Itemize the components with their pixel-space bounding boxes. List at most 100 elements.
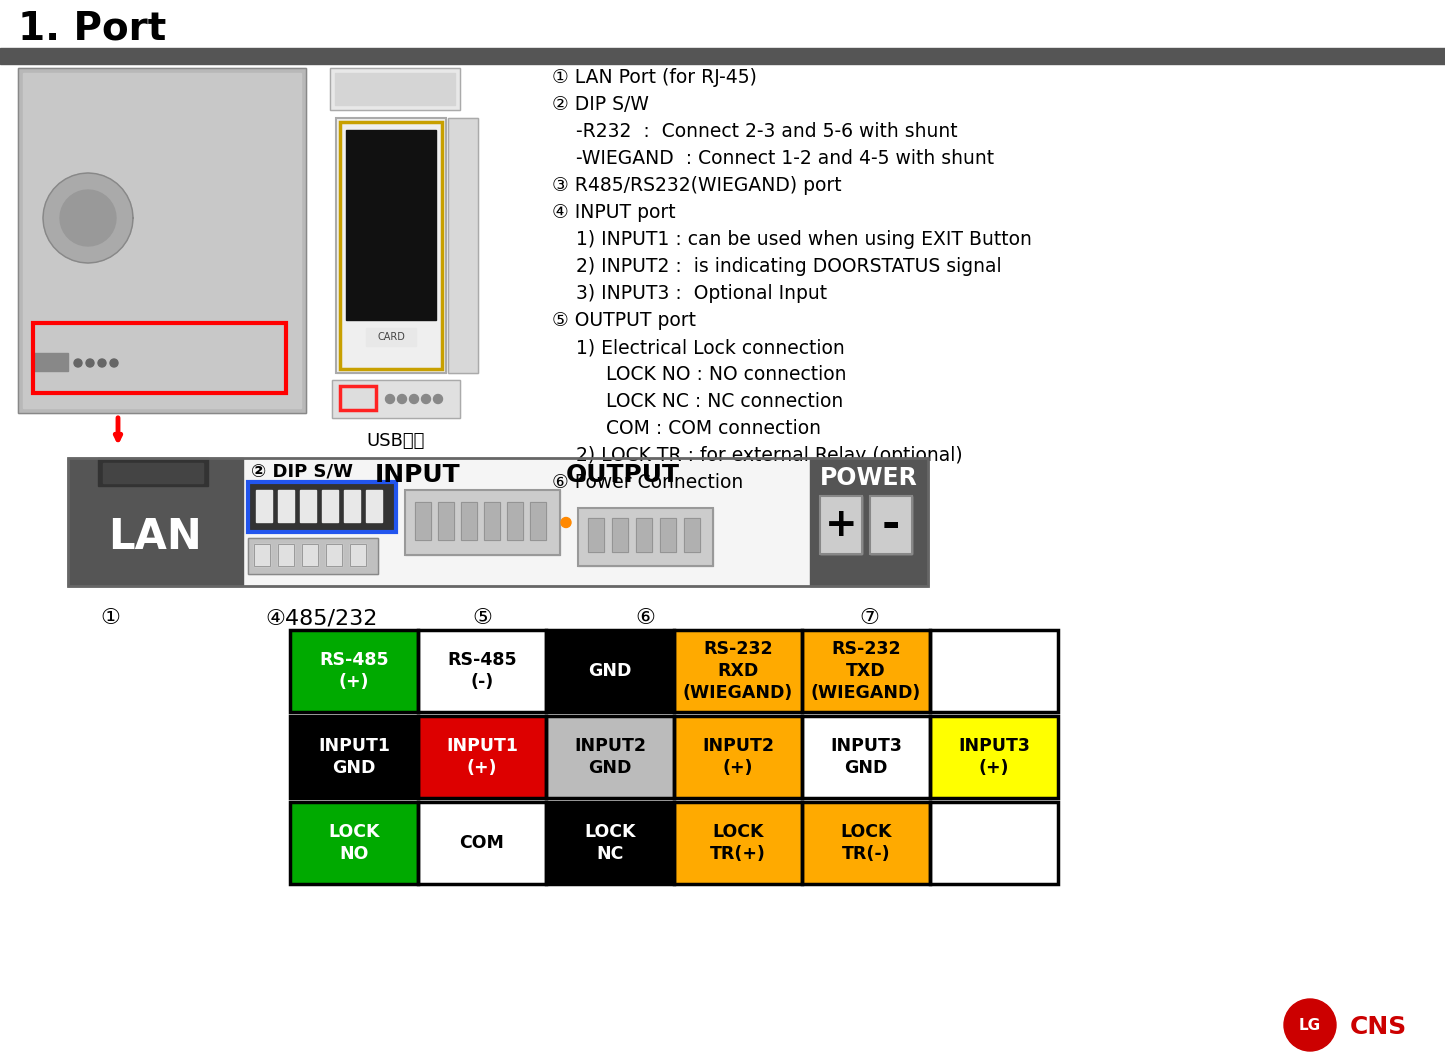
Text: CARD: CARD <box>377 332 405 342</box>
Bar <box>418 716 546 798</box>
Bar <box>578 508 712 566</box>
Bar <box>340 122 442 369</box>
Bar <box>249 538 379 575</box>
Bar <box>17 68 306 413</box>
Bar <box>546 802 673 884</box>
Bar <box>870 496 912 554</box>
Bar <box>344 490 360 522</box>
Bar <box>332 379 460 418</box>
Text: -R232  :  Connect 2-3 and 5-6 with shunt: -R232 : Connect 2-3 and 5-6 with shunt <box>552 122 958 141</box>
Text: INPUT1
GND: INPUT1 GND <box>318 737 390 777</box>
Circle shape <box>434 394 442 404</box>
Bar <box>931 716 1058 798</box>
Text: LOCK
TR(-): LOCK TR(-) <box>840 823 892 863</box>
Bar <box>405 490 561 555</box>
Text: ⑤ OUTPUT port: ⑤ OUTPUT port <box>552 311 696 330</box>
Text: OUTPUT: OUTPUT <box>566 463 681 487</box>
Text: -: - <box>881 504 900 547</box>
Text: LOCK
TR(+): LOCK TR(+) <box>709 823 766 863</box>
Bar <box>249 482 396 532</box>
Bar <box>802 630 931 712</box>
Circle shape <box>87 359 94 367</box>
Bar <box>350 544 366 566</box>
Text: ⑦: ⑦ <box>858 608 879 628</box>
Text: INPUT2
GND: INPUT2 GND <box>574 737 646 777</box>
Bar <box>418 630 546 712</box>
Bar <box>98 458 208 485</box>
Text: ③ R485/RS232(WIEGAND) port: ③ R485/RS232(WIEGAND) port <box>552 176 841 195</box>
Bar <box>0 48 1445 64</box>
Bar <box>802 630 931 712</box>
Text: 1. Port: 1. Port <box>17 10 166 48</box>
Text: INPUT2
(+): INPUT2 (+) <box>702 737 775 777</box>
Bar <box>931 802 1058 884</box>
Bar <box>290 716 418 798</box>
Bar <box>256 490 272 522</box>
Bar <box>931 630 1058 712</box>
Bar <box>811 458 928 586</box>
Circle shape <box>1285 999 1337 1052</box>
Text: GND: GND <box>588 662 631 681</box>
Bar <box>461 502 477 540</box>
Bar <box>802 802 931 884</box>
Text: INPUT3
GND: INPUT3 GND <box>829 737 902 777</box>
Bar <box>613 518 629 552</box>
Bar <box>673 802 802 884</box>
Bar <box>418 802 546 884</box>
Bar <box>613 518 629 552</box>
Bar <box>673 716 802 798</box>
Bar <box>870 496 912 554</box>
Bar <box>33 323 286 393</box>
Bar <box>683 518 699 552</box>
Bar <box>418 802 546 884</box>
Bar <box>329 68 460 110</box>
Bar <box>660 518 676 552</box>
Bar <box>588 518 604 552</box>
Bar <box>546 716 673 798</box>
Bar <box>461 502 477 540</box>
Text: 1) Electrical Lock connection: 1) Electrical Lock connection <box>552 338 845 357</box>
Bar <box>819 496 863 554</box>
Bar <box>448 118 478 373</box>
Bar <box>578 508 712 566</box>
Bar <box>415 502 431 540</box>
Bar <box>636 518 652 552</box>
Bar <box>327 544 342 566</box>
Bar <box>484 502 500 540</box>
Text: ② DIP S/W: ② DIP S/W <box>552 95 649 114</box>
Text: ④485/232: ④485/232 <box>266 608 379 628</box>
Text: ①: ① <box>101 608 120 628</box>
Text: USB단자: USB단자 <box>367 432 425 450</box>
Bar <box>484 502 500 540</box>
Circle shape <box>422 394 431 404</box>
Bar <box>290 716 418 798</box>
Bar <box>302 544 318 566</box>
Bar <box>290 802 418 884</box>
Bar <box>17 68 306 413</box>
Text: LG: LG <box>1299 1018 1321 1032</box>
Bar <box>337 118 447 373</box>
Bar <box>345 130 436 320</box>
Circle shape <box>74 359 82 367</box>
Text: LOCK NO : NO connection: LOCK NO : NO connection <box>552 365 847 384</box>
Text: ② DIP S/W: ② DIP S/W <box>251 463 353 481</box>
Bar <box>819 496 863 554</box>
Bar <box>931 802 1058 884</box>
Bar <box>290 802 418 884</box>
Bar <box>340 386 376 410</box>
Bar <box>337 118 447 373</box>
Bar <box>329 68 460 110</box>
Bar <box>277 544 293 566</box>
Text: 2) INPUT2 :  is indicating DOORSTATUS signal: 2) INPUT2 : is indicating DOORSTATUS sig… <box>552 257 1001 276</box>
Bar <box>366 328 416 346</box>
Text: 2) LOCK TR : for external Relay (optional): 2) LOCK TR : for external Relay (optiona… <box>552 446 962 465</box>
Bar <box>277 490 293 522</box>
Circle shape <box>397 394 406 404</box>
Bar <box>546 802 673 884</box>
Text: LAN: LAN <box>108 516 202 559</box>
Bar <box>254 544 270 566</box>
Text: ⑥ Power Connection: ⑥ Power Connection <box>552 473 743 492</box>
Text: LOCK
NC: LOCK NC <box>584 823 636 863</box>
Bar <box>335 73 455 105</box>
Bar <box>802 802 931 884</box>
